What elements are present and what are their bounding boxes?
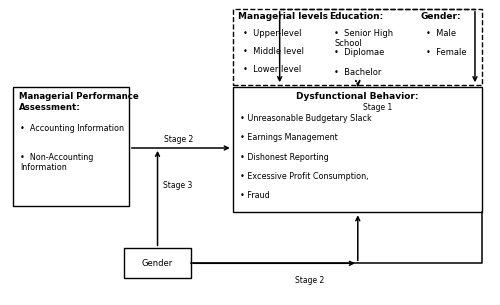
Text: Managerial levels: Managerial levels bbox=[238, 13, 328, 21]
Text: •  Senior High
School: • Senior High School bbox=[334, 29, 393, 48]
Text: Gender: Gender bbox=[142, 259, 173, 268]
Text: •  Middle level: • Middle level bbox=[242, 47, 304, 56]
Text: Education:: Education: bbox=[329, 13, 384, 21]
Text: •  Non-Accounting
Information: • Non-Accounting Information bbox=[20, 152, 94, 172]
Text: •  Diplomae: • Diplomae bbox=[334, 48, 384, 57]
FancyBboxPatch shape bbox=[232, 87, 482, 212]
Text: Managerial Performance
Assessment:: Managerial Performance Assessment: bbox=[18, 92, 138, 112]
Text: • Excessive Profit Consumption,: • Excessive Profit Consumption, bbox=[240, 172, 368, 181]
Text: Stage 2: Stage 2 bbox=[164, 135, 193, 144]
Text: • Earnings Management: • Earnings Management bbox=[240, 133, 338, 142]
Text: •  Accounting Information: • Accounting Information bbox=[20, 124, 124, 133]
Text: Stage 3: Stage 3 bbox=[164, 181, 193, 190]
Text: •  Lower level: • Lower level bbox=[242, 65, 301, 74]
FancyBboxPatch shape bbox=[232, 9, 482, 85]
Text: • Fraud: • Fraud bbox=[240, 192, 270, 200]
Text: •  Male: • Male bbox=[426, 29, 456, 38]
FancyBboxPatch shape bbox=[12, 87, 129, 206]
Text: Stage 2: Stage 2 bbox=[294, 276, 324, 285]
Text: • Unreasonable Budgetary Slack: • Unreasonable Budgetary Slack bbox=[240, 113, 372, 123]
Text: •  Female: • Female bbox=[426, 48, 466, 57]
Text: Dysfunctional Behavior:: Dysfunctional Behavior: bbox=[296, 92, 419, 101]
Text: Stage 1: Stage 1 bbox=[362, 103, 392, 112]
Text: •  Upper-level: • Upper-level bbox=[242, 29, 301, 38]
FancyBboxPatch shape bbox=[124, 248, 190, 278]
Text: • Dishonest Reporting: • Dishonest Reporting bbox=[240, 152, 329, 162]
Text: •  Bachelor: • Bachelor bbox=[334, 68, 382, 77]
Text: Gender:: Gender: bbox=[420, 13, 461, 21]
